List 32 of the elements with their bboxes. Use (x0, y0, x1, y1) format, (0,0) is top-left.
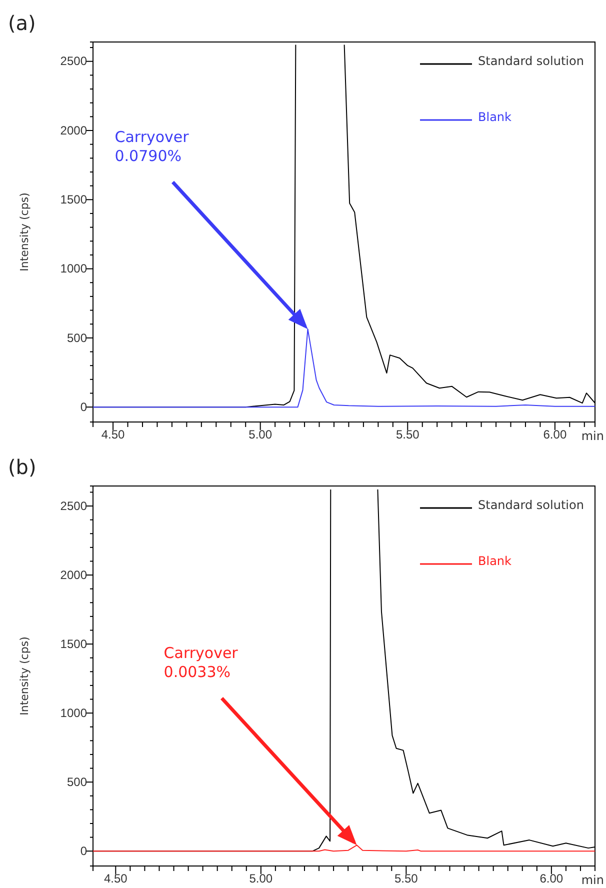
x-tick-label: 5.50 (396, 428, 420, 442)
x-tick-label: 4.50 (101, 428, 126, 442)
x-tick-label: 5.00 (248, 428, 272, 442)
x-axis-title: min (581, 873, 604, 887)
y-tick-label: 500 (66, 330, 88, 345)
y-tick-label: 2500 (60, 498, 88, 513)
annotation: Carryover 0.0790% (114, 128, 190, 166)
y-axis-title: Intensity (cps) (18, 192, 31, 272)
legend-label: Standard solution (478, 498, 584, 512)
x-tick-label: 6.00 (540, 872, 564, 886)
x-tick-label: 5.00 (249, 872, 273, 886)
legend-label: Standard solution (478, 54, 584, 68)
y-tick-label: 2000 (60, 123, 88, 138)
chart-title: (b) (8, 455, 36, 479)
y-tick-label: 1000 (60, 262, 88, 276)
y-tick-label: 500 (66, 774, 88, 789)
annotation: Carryover 0.0033% (164, 644, 239, 682)
x-tick-label: 4.50 (104, 872, 128, 886)
y-tick-label: 0 (80, 844, 88, 858)
y-tick-label: 2000 (60, 568, 88, 582)
x-tick-label: 6.00 (543, 428, 567, 442)
y-tick-label: 1500 (60, 636, 88, 651)
x-axis-title: min (581, 429, 604, 443)
y-tick-label: 2500 (60, 54, 88, 68)
legend-label: Blank (478, 110, 512, 124)
y-tick-label: 1500 (60, 192, 88, 206)
legend-label: Blank (478, 554, 512, 568)
y-axis-title: Intensity (cps) (18, 636, 31, 716)
chart-title: (a) (8, 11, 36, 35)
y-tick-label: 1000 (60, 706, 88, 720)
x-tick-label: 5.50 (394, 872, 418, 886)
y-tick-label: 0 (80, 400, 88, 414)
